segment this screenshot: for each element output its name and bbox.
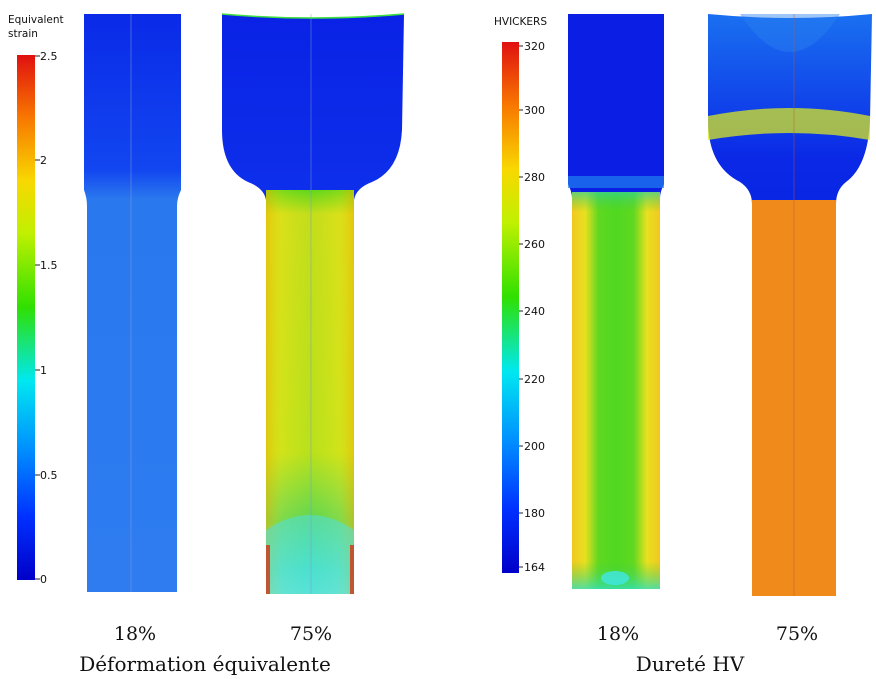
strain-panel: Equivalent strain 2.5 2 1.5 1 0.5 0 (8, 13, 405, 676)
hardness-tick-label: 240 (524, 305, 545, 318)
hardness-specimen-18 (568, 14, 664, 589)
hardness-colorbar-ticks (519, 45, 523, 568)
hardness-tick-label: 180 (524, 507, 545, 520)
hardness-sample-label-18: 18% (597, 623, 639, 645)
hardness-tick-label: 280 (524, 171, 545, 184)
strain-tick-label: 0.5 (40, 469, 58, 482)
strain-legend-title-line1: Equivalent (8, 14, 64, 26)
strain-legend-title-line2: strain (8, 28, 38, 40)
hardness-legend-title: HVICKERS (494, 16, 547, 28)
strain-tick-label: 1 (40, 364, 47, 377)
hardness-specimen-75 (708, 14, 872, 596)
strain-caption: Déformation équivalente (79, 652, 331, 676)
hardness-tick-label: 300 (524, 104, 545, 117)
strain-colorbar-ticks (35, 55, 40, 580)
hardness-tick-label: 260 (524, 238, 545, 251)
hardness-sample-label-75: 75% (776, 623, 818, 645)
hardness-panel: HVICKERS 320 300 280 260 240 220 200 180… (494, 14, 872, 676)
strain-colorbar (17, 55, 35, 580)
strain-specimen-18 (84, 14, 181, 592)
strain-tick-label: 2.5 (40, 50, 58, 63)
strain-specimen-75 (221, 13, 405, 594)
strain-tick-label: 0 (40, 573, 47, 586)
strain-tick-label: 2 (40, 154, 47, 167)
hardness-tick-label: 200 (524, 440, 545, 453)
strain-sample-label-75: 75% (290, 623, 332, 645)
hardness-tick-label: 220 (524, 373, 545, 386)
hardness-colorbar (502, 42, 519, 573)
hardness-tick-label: 320 (524, 40, 545, 53)
hardness-tick-label: 164 (524, 561, 545, 574)
strain-sample-label-18: 18% (114, 623, 156, 645)
strain-tick-label: 1.5 (40, 259, 58, 272)
hardness-caption: Dureté HV (636, 652, 745, 676)
